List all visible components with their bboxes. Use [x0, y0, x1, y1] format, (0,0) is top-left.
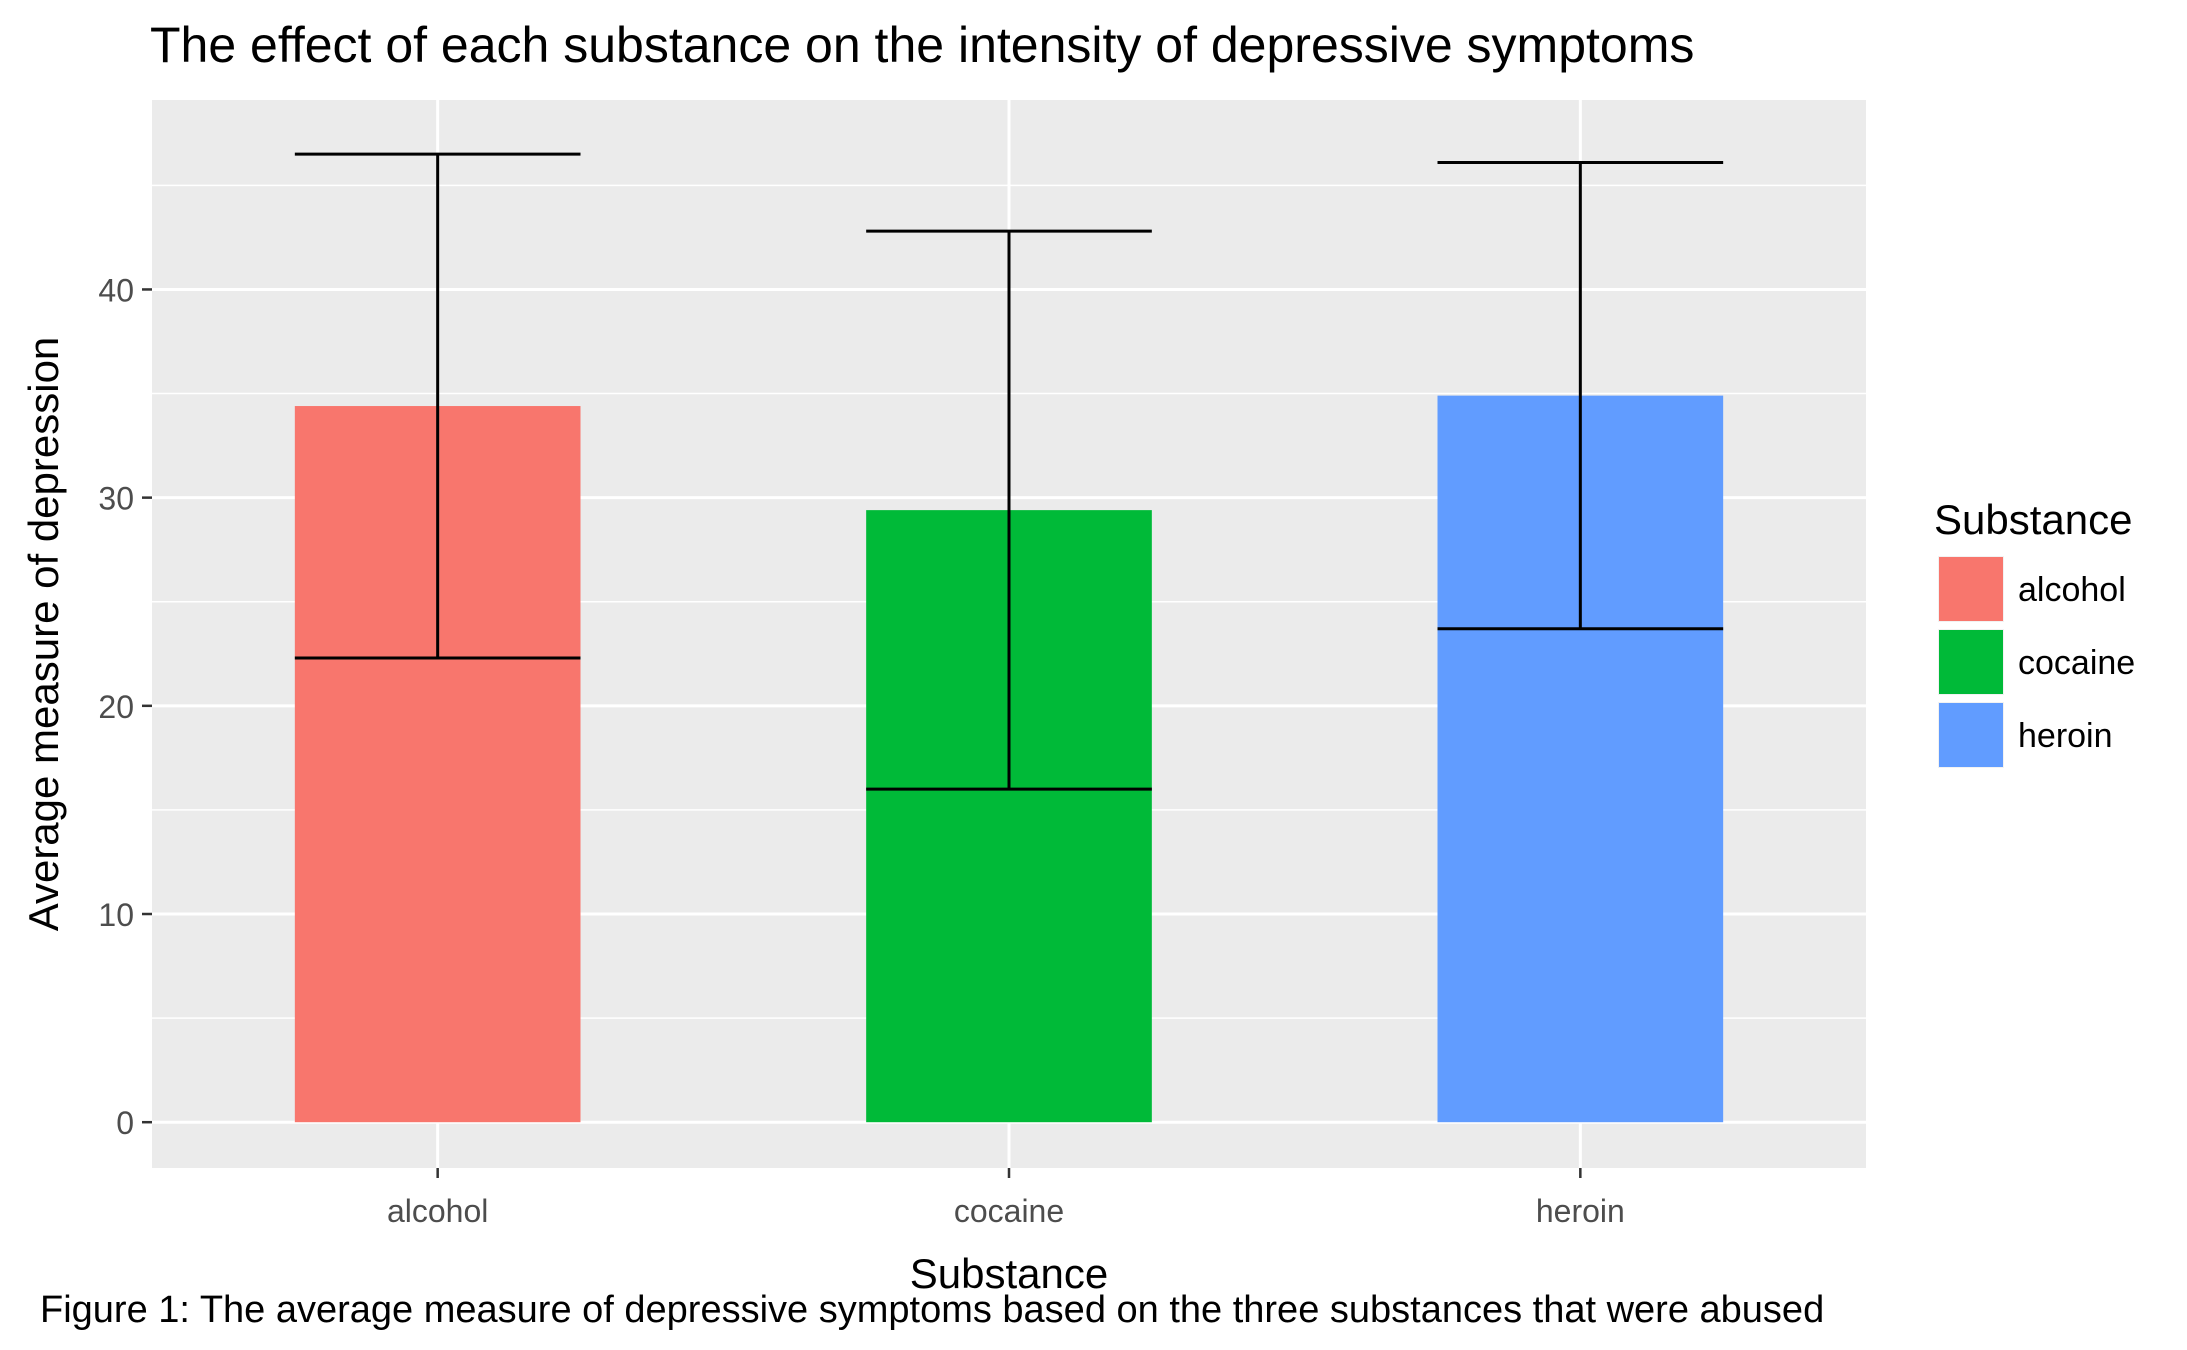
error-bars: [294, 152, 1724, 791]
legend-label-alcohol: alcohol: [2018, 571, 2126, 609]
legend-title: Substance: [1934, 496, 2132, 543]
legend: Substance alcohol cocaine heroin: [1934, 496, 2135, 768]
x-axis-label: Substance: [910, 1250, 1108, 1297]
x-axis: alcohol cocaine heroin: [387, 1168, 1625, 1229]
y-tick-label: 30: [98, 481, 134, 517]
legend-swatch-heroin: [1939, 703, 2003, 767]
figure-caption: Figure 1: The average measure of depress…: [40, 1289, 1824, 1331]
legend-swatch-alcohol: [1939, 557, 2003, 621]
x-tick-label-cocaine: cocaine: [954, 1193, 1064, 1229]
y-axis-label: Average measure of depression: [20, 337, 67, 932]
y-tick-label: 0: [116, 1105, 134, 1141]
x-tick-label-heroin: heroin: [1536, 1193, 1625, 1229]
y-tick-label: 20: [98, 689, 134, 725]
x-tick-label-alcohol: alcohol: [387, 1193, 488, 1229]
y-tick-label: 40: [98, 272, 134, 308]
legend-label-heroin: heroin: [2018, 717, 2113, 755]
y-axis: 0 10 20 30 40: [98, 272, 152, 1141]
legend-swatch-cocaine: [1939, 630, 2003, 694]
y-tick-label: 10: [98, 897, 134, 933]
legend-label-cocaine: cocaine: [2018, 644, 2135, 682]
chart-title: The effect of each substance on the inte…: [150, 17, 1694, 73]
